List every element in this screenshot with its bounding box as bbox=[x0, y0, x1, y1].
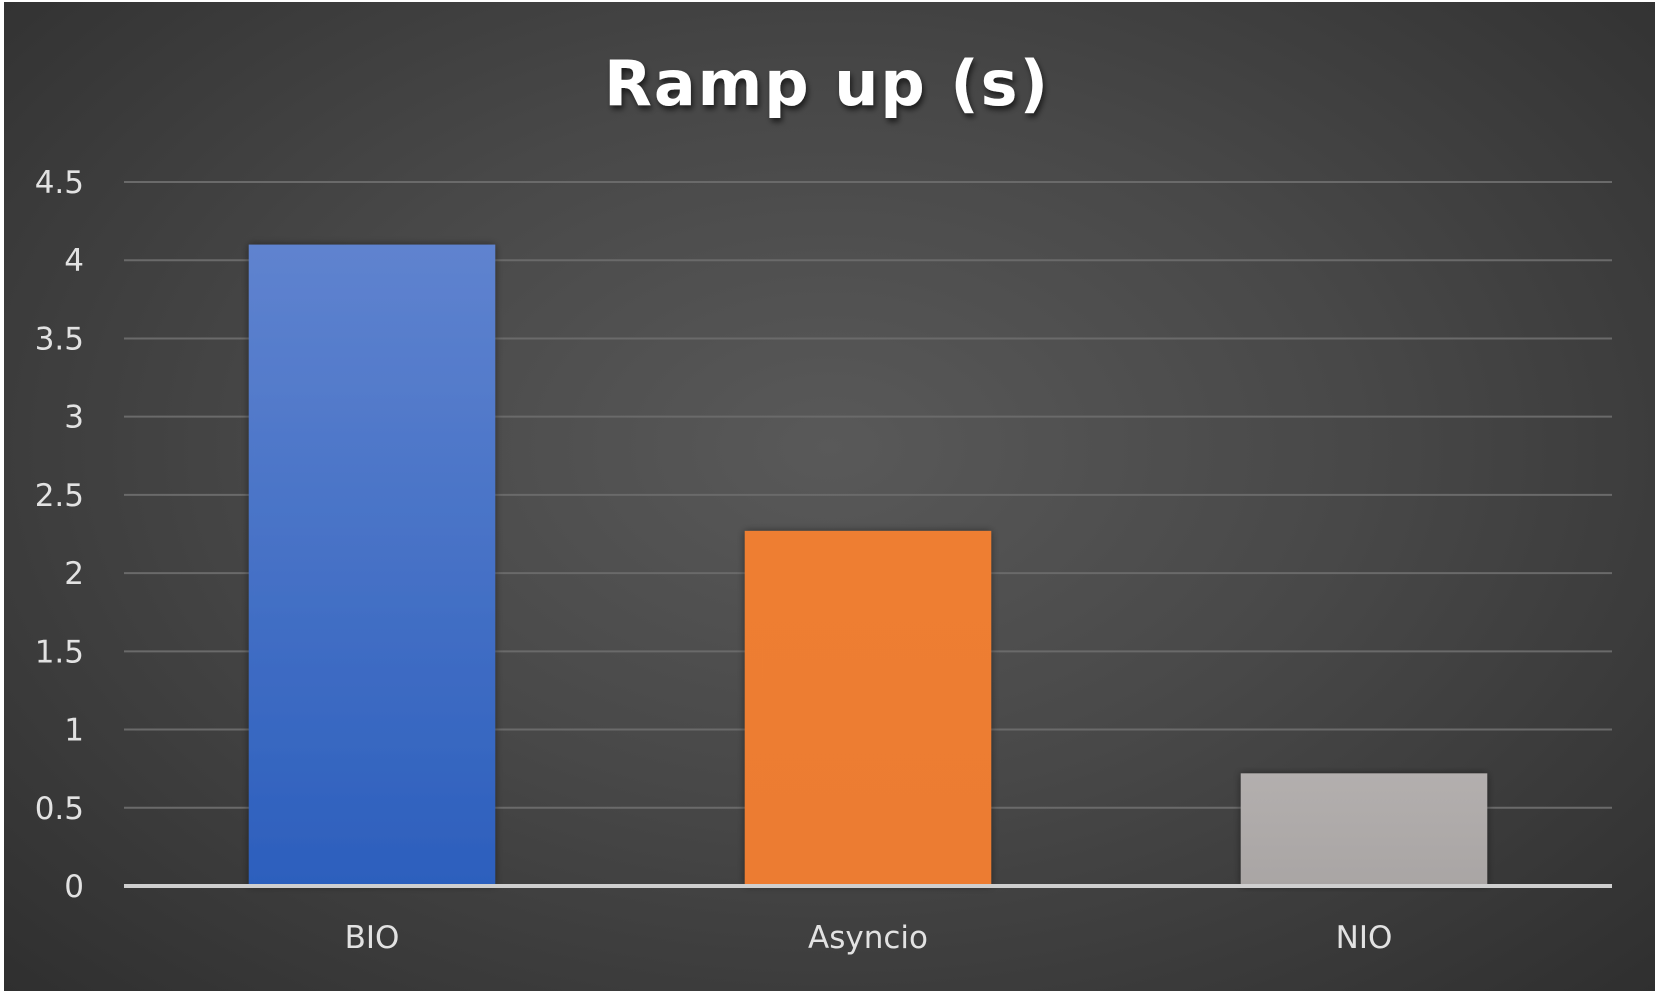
x-category-label: BIO bbox=[345, 920, 400, 956]
chart-title: Ramp up (s) bbox=[604, 47, 1050, 120]
y-tick-label: 2.5 bbox=[35, 478, 84, 514]
y-tick-label: 4 bbox=[64, 243, 84, 279]
y-tick-label: 4.5 bbox=[35, 165, 84, 201]
y-axis-tick-labels: 0 0.5 1 1.5 2 2.5 3 3.5 4 4.5 bbox=[35, 165, 84, 905]
bar-chart: Ramp up (s) 0 0.5 1 1.5 2 2.5 3 3.5 4 4.5 BIO Asyn… bbox=[35, 47, 1612, 956]
x-axis-category-labels: BIO Asyncio NIO bbox=[345, 920, 1393, 956]
y-tick-label: 1.5 bbox=[35, 634, 84, 670]
bar-nio bbox=[1240, 773, 1488, 886]
y-tick-label: 1 bbox=[64, 713, 84, 749]
bars bbox=[248, 244, 1488, 887]
chart-frame: Ramp up (s) 0 0.5 1 1.5 2 2.5 3 3.5 4 4.5 BIO Asyn… bbox=[4, 2, 1655, 991]
x-category-label: Asyncio bbox=[808, 920, 928, 956]
x-category-label: NIO bbox=[1336, 920, 1393, 956]
y-tick-label: 0 bbox=[64, 869, 84, 905]
y-tick-label: 0.5 bbox=[35, 791, 84, 827]
bar-bio bbox=[248, 244, 496, 887]
bar-asyncio bbox=[744, 530, 992, 886]
y-tick-label: 2 bbox=[64, 556, 84, 592]
y-tick-label: 3.5 bbox=[35, 321, 84, 357]
y-tick-label: 3 bbox=[64, 400, 84, 436]
